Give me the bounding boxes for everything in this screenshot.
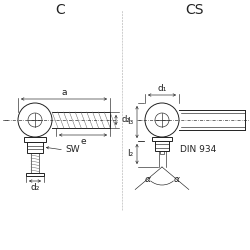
Text: a: a [61,88,67,97]
Text: DIN 934: DIN 934 [180,144,216,154]
Text: d₁: d₁ [157,84,167,93]
Bar [27,142,43,153]
Text: C: C [55,3,65,17]
Bar [160,151,164,154]
Bar [26,173,44,176]
Text: SW: SW [65,146,80,154]
Text: d₂: d₂ [121,116,130,124]
Bar [152,137,172,141]
Text: CS: CS [186,3,204,17]
Bar [155,141,169,151]
Text: e: e [80,137,86,146]
Text: α: α [145,175,150,184]
Text: d₂: d₂ [30,183,40,192]
Text: l₃: l₃ [127,118,133,126]
Bar [24,137,46,142]
Text: l₂: l₂ [127,150,133,158]
Text: α: α [174,175,179,184]
